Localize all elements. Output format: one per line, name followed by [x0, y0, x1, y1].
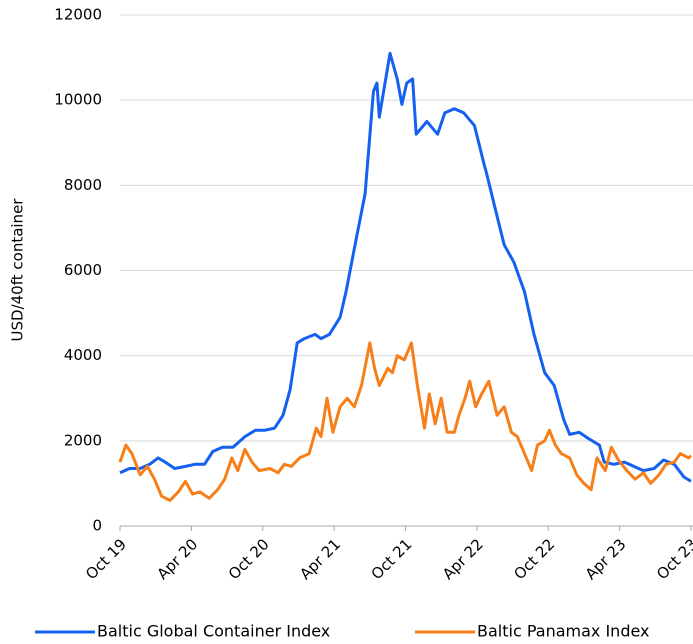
legend-label: Baltic Panamax Index	[477, 622, 650, 641]
x-tick-label: Oct 22	[510, 535, 558, 583]
y-tick-label: 6000	[64, 261, 102, 279]
y-axis-label: USD/40ft container	[9, 198, 27, 342]
y-tick-label: 4000	[64, 346, 102, 364]
y-tick-label: 0	[92, 517, 102, 535]
x-tick-label: Oct 23	[653, 535, 693, 583]
x-tick-label: Apr 21	[296, 535, 344, 583]
y-tick-label: 8000	[64, 176, 102, 194]
legend-label: Baltic Global Container Index	[97, 622, 330, 641]
series-line	[118, 341, 693, 502]
x-tick-label: Oct 20	[225, 535, 273, 583]
x-tick-label: Oct 21	[368, 535, 416, 583]
x-tick-label: Oct 19	[82, 535, 130, 583]
series-line	[119, 51, 692, 483]
x-tick-label: Apr 20	[153, 535, 201, 583]
y-tick-label: 2000	[64, 431, 102, 449]
x-tick-label: Apr 23	[582, 535, 630, 583]
y-tick-label: 12000	[54, 6, 102, 24]
x-tick-label: Apr 22	[439, 535, 487, 583]
y-tick-label: 10000	[54, 91, 102, 109]
